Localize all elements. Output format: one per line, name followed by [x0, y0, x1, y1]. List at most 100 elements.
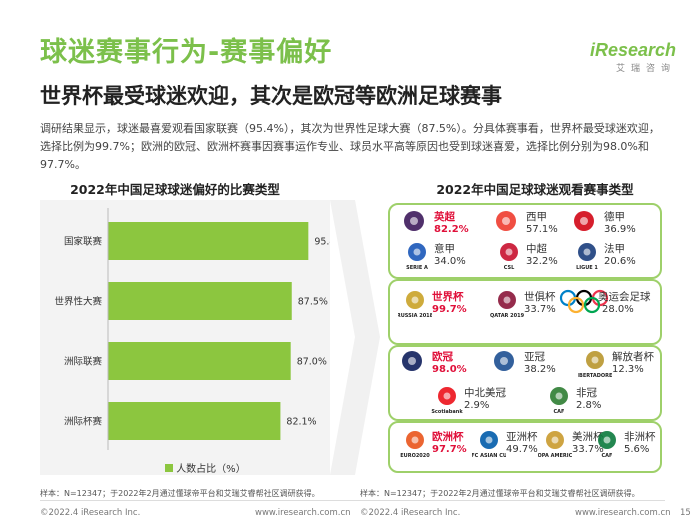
left-sample-note: 样本：N=12347；于2022年2月通过懂球帝平台和艾瑞艾睿帮社区调研获得。	[40, 489, 320, 498]
event-percentage: 36.9%	[604, 224, 636, 235]
event-name: 美洲杯	[572, 431, 604, 443]
bundesliga-icon	[570, 209, 598, 241]
event-name: 德甲	[604, 211, 625, 223]
category-label: 世界性大赛	[54, 296, 102, 308]
event-percentage: 98.0%	[432, 364, 467, 375]
event-name: 解放者杯	[612, 351, 654, 363]
afc-asian-cup-icon: AFC ASIAN CUP	[467, 429, 511, 463]
legend-swatch	[165, 464, 173, 472]
event-percentage: 33.7%	[572, 444, 604, 455]
csl-icon: CSL	[492, 241, 526, 275]
event-name: 中北美冠	[464, 387, 506, 399]
event-percentage: 2.9%	[464, 400, 490, 411]
footer-url-right: www.iresearch.com.cn	[575, 508, 671, 518]
caf-champions-icon: CAF	[542, 385, 576, 419]
serie-a-icon: SERIE A	[400, 241, 434, 275]
event-name: 英超	[434, 211, 455, 223]
logo-brand-text: iResearch	[589, 40, 676, 60]
footer-divider	[40, 500, 665, 501]
event-name: 西甲	[526, 211, 547, 223]
bar	[108, 402, 281, 440]
bar	[108, 222, 309, 260]
event-percentage: 33.7%	[524, 304, 556, 315]
event-percentage: 82.2%	[434, 224, 469, 235]
page-title: 球迷赛事行为-赛事偏好	[40, 37, 333, 68]
arrow-divider	[330, 200, 380, 475]
event-percentage: 28.0%	[602, 304, 634, 315]
svg-text:LIBERTADORES: LIBERTADORES	[578, 373, 612, 379]
event-name: 中超	[526, 243, 547, 255]
event-name: 意甲	[434, 243, 455, 255]
footer-copyright-right: ©2022.4 iResearch Inc.	[360, 508, 461, 518]
chart-legend: 人数占比（%）	[165, 460, 246, 475]
event-name: 世俱杯	[524, 291, 556, 303]
event-name: 世界杯	[432, 291, 464, 303]
concacaf-champions-icon: Scotiabank	[430, 385, 464, 419]
right-sample-note: 样本：N=12347；于2022年2月通过懂球帝平台和艾瑞艾睿帮社区调研获得。	[360, 489, 640, 498]
page-number: 15	[680, 508, 691, 518]
event-percentage: 32.2%	[526, 256, 558, 267]
svg-text:QATAR 2019: QATAR 2019	[490, 313, 524, 319]
copa-america-icon: COPA AMERICA	[534, 429, 576, 463]
svg-text:CAF: CAF	[554, 409, 565, 415]
svg-text:CSL: CSL	[504, 265, 515, 271]
event-name: 亚冠	[524, 351, 545, 363]
ligue1-icon: LIGUE 1	[570, 241, 604, 275]
event-percentage: 38.2%	[524, 364, 556, 375]
svg-text:RUSSIA 2018: RUSSIA 2018	[398, 313, 432, 319]
laliga-icon	[492, 209, 520, 241]
svg-text:CAF: CAF	[602, 453, 613, 459]
category-label: 国家联赛	[64, 236, 103, 248]
bar	[108, 342, 291, 380]
svg-text:Scotiabank: Scotiabank	[431, 409, 463, 415]
legend-label: 人数占比（%）	[176, 464, 246, 475]
event-percentage: 97.7%	[432, 444, 467, 455]
svg-text:LIGUE 1: LIGUE 1	[576, 265, 598, 271]
event-group-card: RUSSIA 2018 世界杯 99.7% QATAR 2019 世俱杯 33.7% 奥运会…	[388, 279, 662, 345]
fifa-world-cup-icon: RUSSIA 2018	[397, 289, 434, 323]
event-name: 非洲杯	[624, 431, 656, 443]
event-name: 非冠	[576, 387, 597, 399]
page-subtitle: 世界杯最受球迷欢迎，其次是欧冠等欧洲足球赛事	[40, 84, 502, 108]
event-percentage: 34.0%	[434, 256, 466, 267]
event-name: 亚洲杯	[506, 431, 538, 443]
left-chart-panel: 国家联赛 95.4% 世界性大赛 87.5% 洲际联赛 87.0% 洲际杯赛 82.1% 人数…	[40, 200, 345, 475]
value-label: 95.4%	[314, 237, 330, 248]
footer-url-left: www.iresearch.com.cn	[255, 508, 351, 518]
svg-text:EURO2020: EURO2020	[400, 453, 430, 459]
event-name: 欧洲杯	[432, 431, 464, 443]
svg-text:COPA AMERICA: COPA AMERICA	[538, 453, 572, 459]
category-label: 洲际联赛	[64, 356, 103, 368]
iresearch-logo: iResearch 艾瑞咨询	[576, 40, 676, 74]
event-percentage: 12.3%	[612, 364, 644, 375]
libertadores-icon: LIBERTADORES	[574, 349, 616, 383]
event-percentage: 99.7%	[432, 304, 467, 315]
value-label: 87.0%	[297, 357, 327, 368]
event-percentage: 5.6%	[624, 444, 650, 455]
africa-cup-icon: CAF	[590, 429, 624, 463]
bar	[108, 282, 292, 320]
logo-sub-text: 艾瑞咨询	[615, 64, 676, 74]
event-group-card: 英超 82.2% 西甲 57.1% 德甲 36.9% SERIE A 意甲 34.0% CSL 中超…	[388, 203, 662, 279]
event-percentage: 57.1%	[526, 224, 558, 235]
left-chart-title: 2022年中国足球球迷偏好的比赛类型	[70, 182, 280, 197]
right-chart-title: 2022年中国足球球迷观看赛事类型	[436, 182, 634, 197]
svg-text:SERIE A: SERIE A	[406, 265, 428, 271]
value-label: 82.1%	[286, 417, 316, 428]
event-percentage: 49.7%	[506, 444, 538, 455]
description-text: 调研结果显示，球迷最喜爱观看国家联赛（95.4%），其次为世界性足球大赛（87.…	[40, 122, 660, 171]
svg-text:AFC ASIAN CUP: AFC ASIAN CUP	[472, 453, 506, 459]
olympic-rings-icon	[558, 289, 620, 319]
bar-chart: 国家联赛 95.4% 世界性大赛 87.5% 洲际联赛 87.0% 洲际杯赛 82.1%	[54, 208, 345, 450]
event-name: 欧冠	[432, 351, 453, 363]
event-percentage: 2.8%	[576, 400, 602, 411]
event-name: 法甲	[604, 243, 625, 255]
premier-league-icon	[400, 209, 428, 241]
event-percentage: 20.6%	[604, 256, 636, 267]
event-name: 奥运会足球	[598, 291, 651, 303]
category-label: 洲际杯赛	[64, 416, 103, 428]
footer-copyright-left: ©2022.4 iResearch Inc.	[40, 508, 141, 518]
champions-league-icon	[398, 349, 426, 381]
